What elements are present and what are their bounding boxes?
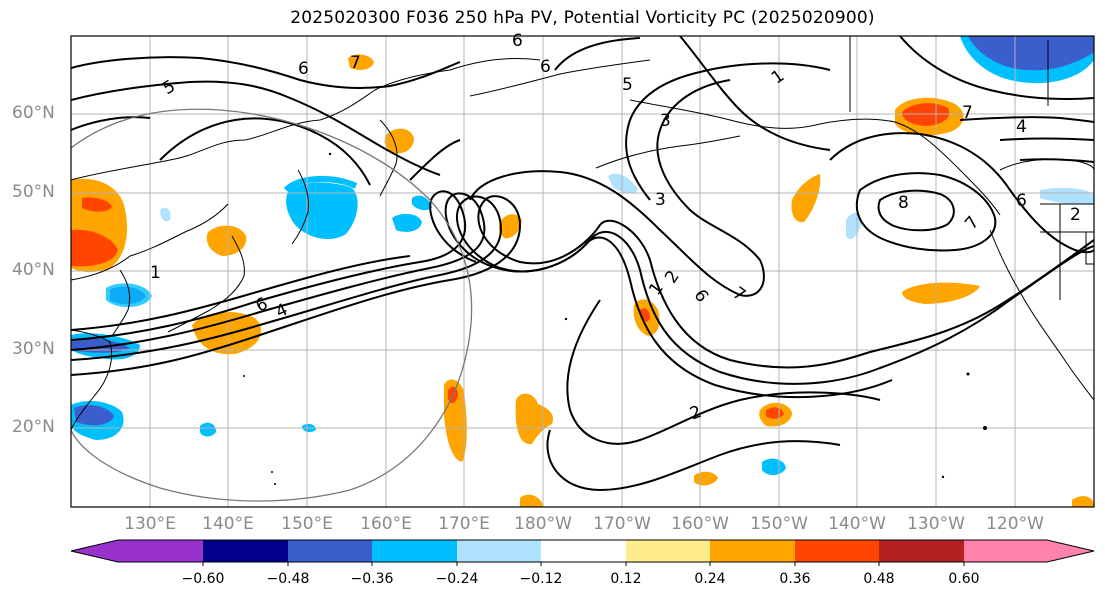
colorbar-tick-label: 0.36 xyxy=(779,571,811,587)
pv-contours xyxy=(71,36,1094,492)
contour-label: 3 xyxy=(655,190,666,210)
contour-label: 8 xyxy=(898,193,909,213)
lon-label: 170°W xyxy=(593,514,651,534)
map-title: 2025020300 F036 250 hPa PV, Potential Vo… xyxy=(290,8,875,28)
lon-label: 140°W xyxy=(828,514,886,534)
colorbar xyxy=(70,539,1095,566)
coastlines xyxy=(71,58,1094,431)
anomaly-positive-westcoast xyxy=(902,282,980,304)
anomaly-positive-pacific-1 xyxy=(499,214,522,239)
anomaly-negative-sakhalin-edge xyxy=(283,175,358,193)
anomaly-negative-canada-2 xyxy=(1040,187,1094,205)
anomaly-negative-small-1 xyxy=(200,422,216,437)
anomaly-negative-pacific xyxy=(762,458,786,476)
lon-label: 140°E xyxy=(202,514,254,534)
anomaly-positive-jet xyxy=(192,311,262,355)
reference-circle xyxy=(71,108,473,502)
anomaly-positive-gulf-1 xyxy=(791,174,821,223)
anomaly-positive-pacific-4 xyxy=(515,393,554,445)
contour-label: 5 xyxy=(622,75,633,95)
anomaly-positive-alaska-core xyxy=(902,103,950,126)
lon-label: 160°W xyxy=(671,514,729,534)
coastline-kamchatka xyxy=(379,119,398,197)
colorbar-segment xyxy=(203,540,288,562)
coastline-korea xyxy=(111,269,131,337)
colorbar-tick-label: −0.60 xyxy=(181,571,225,587)
colorbar-segment xyxy=(372,540,457,562)
lon-label: 130°W xyxy=(907,514,965,534)
anomaly-negative-small-3 xyxy=(608,173,638,194)
coastline-alaska xyxy=(629,99,1001,216)
colorbar-segment xyxy=(457,540,541,562)
colorbar-segment xyxy=(541,540,626,562)
lon-label: 150°E xyxy=(281,514,333,534)
contour-label: 1 xyxy=(150,263,161,283)
anomaly-negative-sw-core xyxy=(74,405,114,426)
colorbar-segment xyxy=(795,540,879,562)
colorbar-segment xyxy=(964,540,1094,562)
island-markers xyxy=(243,152,987,485)
colorbar-tick-label: 0.24 xyxy=(694,571,726,587)
anomaly-negative-kuril xyxy=(392,213,422,232)
anomaly-negative-china-2 xyxy=(160,207,171,222)
lat-label: 40°N xyxy=(12,260,55,280)
colorbar-tick-label: −0.24 xyxy=(435,571,479,587)
lon-label: 160°E xyxy=(360,514,412,534)
anomaly-negative-gulf xyxy=(846,212,862,240)
contour-labels: 5 6 7 6 5 6 1 3 7 3 8 7 6 4 2 6 4 1 1 2 … xyxy=(150,31,1081,424)
colorbar-segment xyxy=(626,540,710,562)
coastline-aleutians xyxy=(595,135,741,169)
contour-label: 7 xyxy=(350,53,361,73)
colorbar-tick-label: −0.48 xyxy=(266,571,310,587)
map-gridlines xyxy=(71,36,1094,507)
political-borders xyxy=(849,36,1094,300)
lon-label: 120°W xyxy=(986,514,1044,534)
contour-label: 6 xyxy=(1016,191,1027,211)
lat-label: 50°N xyxy=(12,182,55,202)
anomaly-positive-japan xyxy=(206,225,247,256)
colorbar-tick-label: 0.12 xyxy=(610,571,642,587)
colorbar-segment xyxy=(288,540,372,562)
lat-label: 20°N xyxy=(12,417,55,437)
contour-label: 7 xyxy=(962,103,973,123)
anomaly-negative-kuril-2 xyxy=(412,195,432,211)
lon-label: 150°W xyxy=(750,514,808,534)
contour-label: 2 xyxy=(1070,205,1081,225)
lon-label: 180°W xyxy=(514,514,572,534)
contour-label: 6 xyxy=(540,57,551,77)
anomaly-positive-kamchatka xyxy=(384,128,414,154)
colorbar-segment xyxy=(71,540,203,562)
pv-anomaly-shading xyxy=(71,36,1094,507)
contour-label: 4 xyxy=(1016,117,1027,137)
contour-label: 3 xyxy=(660,111,671,131)
coastline-asia-east xyxy=(71,203,229,281)
lat-label: 30°N xyxy=(12,339,55,359)
lon-label: 130°E xyxy=(124,514,176,534)
coastline-asia xyxy=(71,58,541,181)
colorbar-tick-label: −0.36 xyxy=(350,571,394,587)
colorbar-outline xyxy=(70,539,1095,563)
coastline-arctic xyxy=(469,59,651,97)
anomaly-negative-canada-core xyxy=(968,36,1094,71)
anomaly-positive-pacific-7 xyxy=(520,494,544,507)
anomaly-positive-asia-core xyxy=(71,229,118,267)
lon-label: 170°E xyxy=(438,514,490,534)
colorbar-segment xyxy=(879,540,964,562)
anomaly-positive-okhotsk xyxy=(348,54,374,70)
coastline-china xyxy=(71,329,113,431)
anomaly-negative-sakhalin xyxy=(286,182,358,240)
colorbar-segment xyxy=(710,540,795,562)
colorbar-tick-label: 0.60 xyxy=(948,571,980,587)
coastline-westcoast xyxy=(989,229,1094,401)
colorbar-tick-label: −0.12 xyxy=(519,571,563,587)
colorbar-tick-label: 0.48 xyxy=(863,571,895,587)
contour-label: 6 xyxy=(298,59,309,79)
lat-label: 60°N xyxy=(12,103,55,123)
contour-label: 6 xyxy=(512,31,523,51)
anomaly-positive-asia-core2 xyxy=(82,197,112,212)
map-frame xyxy=(70,35,1095,508)
coastline-sakhalin xyxy=(291,169,309,245)
anomaly-positive-se xyxy=(1072,496,1094,507)
